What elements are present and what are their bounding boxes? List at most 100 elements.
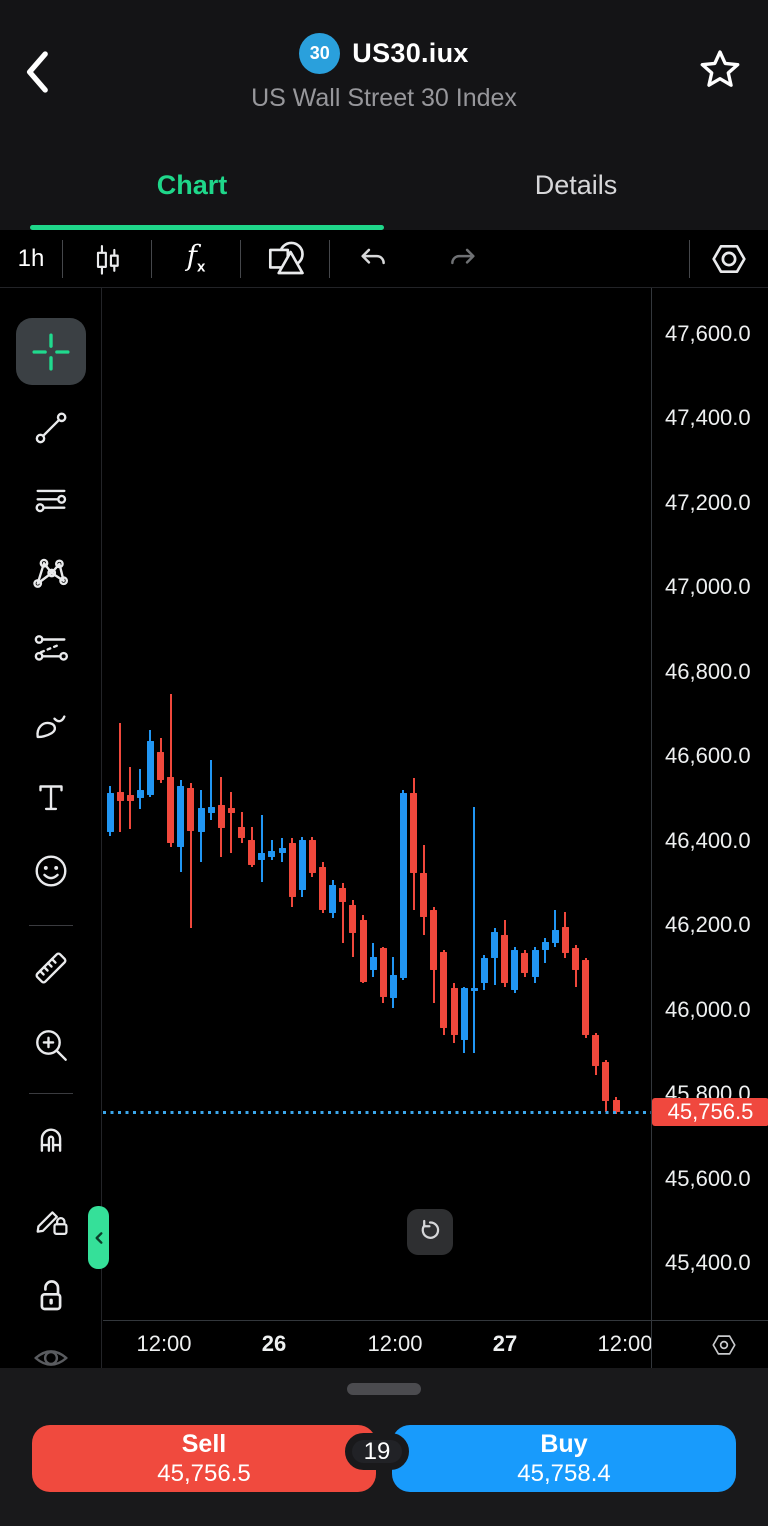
candle-wick [119, 722, 122, 832]
tool-ruler[interactable] [27, 944, 75, 992]
ruler-icon [35, 952, 67, 984]
tool-hide-drawings[interactable] [27, 1334, 75, 1368]
candle-body [126, 795, 134, 802]
candle-body [521, 953, 529, 973]
candlestick-plot[interactable] [103, 288, 651, 1320]
undo-button[interactable] [330, 230, 418, 288]
xabcd-pattern-icon [33, 558, 69, 588]
candle-body [329, 885, 337, 913]
favorite-button[interactable] [696, 44, 748, 96]
chart-style-button[interactable] [63, 230, 151, 288]
redo-icon [451, 248, 475, 264]
candle-body [430, 909, 438, 970]
hexagon-icon [712, 1335, 736, 1355]
candle-body [197, 807, 205, 832]
tool-trend-line[interactable] [27, 404, 75, 452]
time-axis[interactable]: 12:00 26 12:00 27 12:00 [103, 1320, 768, 1368]
candle-body [440, 951, 448, 1028]
candlestick-style-icon [96, 244, 119, 275]
unlocked-padlock-icon [40, 1280, 62, 1311]
symbol-title: US30.iux [352, 37, 469, 68]
price-tick-label: 45,600.0 [665, 1165, 751, 1191]
candle-body [460, 988, 468, 1041]
redo-button[interactable] [418, 230, 506, 288]
tool-emoji[interactable] [27, 847, 75, 895]
chart-toolbar: 1h fx [0, 230, 768, 288]
candle-wick [341, 882, 344, 943]
price-tick-label: 46,600.0 [665, 743, 751, 769]
undo-icon [361, 248, 385, 264]
timeframe-button[interactable]: 1h [0, 245, 62, 273]
tool-drawing-edit-lock[interactable] [27, 1194, 75, 1242]
candle-body [268, 850, 276, 857]
price-tick-label: 47,600.0 [665, 321, 751, 347]
buy-button[interactable]: Buy 45,758.4 [392, 1425, 736, 1492]
eye-icon [34, 1350, 68, 1366]
tool-parallel-lines[interactable] [27, 476, 75, 524]
candle-body [572, 947, 580, 970]
tab-chart[interactable]: Chart [0, 140, 384, 230]
candle-body [146, 741, 154, 796]
candle-body [308, 839, 316, 873]
current-price-tag: 45,756.5 [652, 1098, 768, 1127]
header: 30 US30.iux US Wall Street 30 Index [0, 0, 768, 140]
price-tick-label: 47,200.0 [665, 489, 751, 515]
price-axis[interactable]: 47,600.0 47,400.0 47,200.0 47,000.0 46,800.0… [651, 288, 768, 1320]
candle-body [592, 1034, 600, 1067]
candle-body [551, 929, 559, 943]
candle-wick [554, 909, 557, 948]
drawing-shapes-button[interactable] [241, 230, 329, 288]
reload-button[interactable] [407, 1209, 453, 1255]
tool-zoom-in[interactable] [27, 1021, 75, 1069]
zoom-in-icon [36, 1030, 67, 1061]
candle-body [278, 847, 286, 853]
pencil-lock-icon [36, 1211, 68, 1235]
sell-button[interactable]: Sell 45,756.5 [32, 1425, 376, 1492]
collapse-drawbar-handle[interactable] [88, 1206, 109, 1269]
tool-magnet[interactable] [27, 1119, 75, 1167]
candle-body [298, 839, 306, 891]
buy-price: 45,758.4 [517, 1459, 611, 1487]
candle-body [379, 947, 387, 997]
tab-details[interactable]: Details [384, 140, 768, 230]
candle-wick [544, 937, 547, 964]
candle-wick [270, 839, 273, 861]
reload-ccw-icon [421, 1219, 440, 1239]
candle-body [349, 904, 357, 933]
sheet-drag-handle[interactable] [347, 1383, 421, 1395]
price-tick-label: 46,400.0 [665, 827, 751, 853]
candle-body [582, 959, 590, 1035]
candle-wick [189, 782, 192, 929]
tool-trend-projection[interactable] [27, 626, 75, 674]
candle-body [177, 785, 185, 848]
symbol-badge: 30 [299, 32, 341, 74]
price-tick-label: 46,000.0 [665, 996, 751, 1022]
tool-brush[interactable] [27, 701, 75, 749]
tool-text[interactable] [27, 773, 75, 821]
back-button[interactable] [18, 42, 78, 102]
time-tick-label: 12:00 [136, 1331, 192, 1356]
chart-area: 47,600.0 47,400.0 47,200.0 47,000.0 46,800.0… [0, 288, 768, 1368]
chart-settings-button[interactable] [690, 230, 768, 288]
fx-indicators-icon: fx [186, 239, 206, 276]
tool-lock-all-drawings[interactable] [27, 1271, 75, 1319]
time-tick-label: 26 [261, 1331, 287, 1356]
tool-xabcd-pattern[interactable] [27, 549, 75, 597]
toolbar-divider [689, 239, 690, 278]
shapes-icon [268, 241, 304, 274]
candle-body [602, 1062, 610, 1102]
toolbar-divider [29, 925, 73, 926]
axis-corner-divider [651, 1321, 652, 1368]
toolbar-divider [329, 239, 330, 278]
candle-body [157, 752, 165, 780]
crosshair-icon [32, 332, 70, 371]
candle-body [420, 872, 428, 918]
toolbar-divider [151, 239, 152, 278]
candle-body [369, 956, 377, 970]
axis-settings-button[interactable] [680, 1321, 768, 1368]
tool-crosshair[interactable] [16, 318, 86, 385]
candle-body [470, 988, 478, 991]
spread-badge: 19 [345, 1433, 409, 1470]
indicators-button[interactable]: fx [152, 230, 240, 288]
trend-projection-icon [34, 635, 69, 661]
